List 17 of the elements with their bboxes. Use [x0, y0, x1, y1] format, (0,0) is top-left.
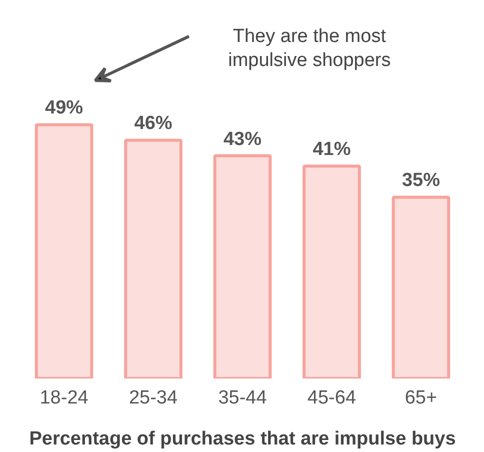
data-label: 41% [312, 139, 351, 160]
data-label: 43% [223, 128, 262, 150]
bar [302, 164, 361, 378]
x-tick-label: 45-64 [307, 388, 356, 408]
bar [213, 154, 272, 378]
text: They are the most impulsive shoppers [228, 26, 391, 71]
bar [34, 123, 94, 378]
x-tick-label: 65+ [404, 388, 438, 408]
data-label: 49% [45, 98, 84, 119]
data-label: 35% [402, 170, 440, 192]
x-tick-label: 25-34 [128, 388, 178, 408]
x-axis-title: Percentage of purchases that are impulse buys [29, 428, 456, 450]
data-label: 46% [134, 113, 172, 134]
bar [392, 196, 450, 378]
bar [124, 138, 182, 378]
x-tick-label: 35-44 [218, 388, 268, 408]
x-tick-label: 18-24 [40, 388, 89, 408]
